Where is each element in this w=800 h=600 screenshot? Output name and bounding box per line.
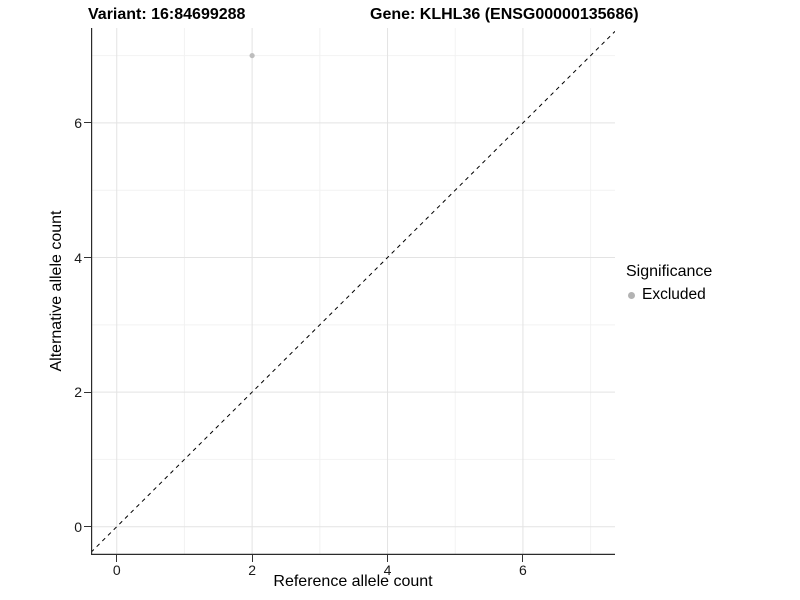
y-tick-label: 0: [74, 518, 82, 535]
x-axis-title: Reference allele count: [273, 573, 433, 590]
y-tick-label: 6: [74, 114, 82, 131]
data-point: [249, 52, 255, 59]
x-tick-mark: [116, 555, 118, 562]
legend-label: Excluded: [642, 286, 706, 303]
legend-entries: Excluded: [626, 286, 712, 304]
y-tick-mark: [84, 526, 91, 528]
x-tick-label: 6: [519, 562, 527, 578]
x-tick-mark: [251, 555, 253, 562]
x-tick-mark: [387, 555, 389, 562]
plot-panel: [91, 28, 615, 555]
y-tick-label: 2: [74, 384, 82, 401]
legend-entry: Excluded: [626, 286, 712, 304]
plot-area: [91, 28, 615, 555]
x-tick-label: 2: [248, 562, 257, 578]
y-tick-label: 4: [74, 249, 82, 266]
y-axis-title: Alternative allele count: [48, 210, 65, 372]
y-tick-mark: [84, 122, 91, 124]
variant-title: Variant: 16:84699288: [88, 6, 246, 23]
legend-title: Significance: [626, 263, 713, 280]
x-tick-mark: [522, 555, 524, 562]
x-tick-label: 0: [112, 562, 121, 578]
y-tick-mark: [84, 391, 91, 393]
x-tick-label: 4: [383, 562, 392, 578]
legend: Significance Excluded: [626, 262, 712, 304]
identity-line: [91, 31, 615, 553]
legend-dot-icon: [628, 291, 635, 299]
y-tick-mark: [84, 257, 91, 258]
gene-title: Gene: KLHL36 (ENSG00000135686): [370, 6, 639, 23]
